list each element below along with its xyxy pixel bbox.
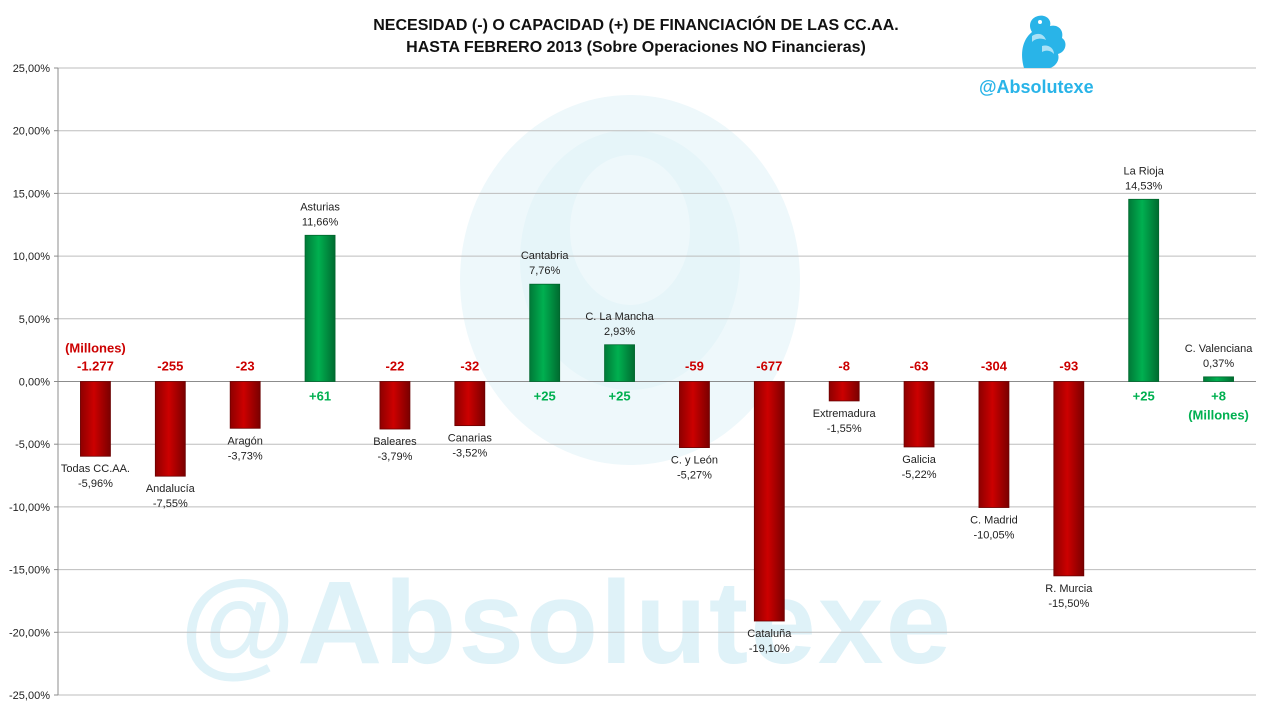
- category-label: Aragón: [227, 435, 262, 447]
- y-tick-label: 5,00%: [19, 314, 50, 326]
- category-label: Extremadura: [813, 408, 877, 420]
- value-label: -3,79%: [378, 451, 413, 463]
- chart-title-line2: HASTA FEBRERO 2013 (Sobre Operaciones NO…: [406, 39, 866, 56]
- bar: [304, 234, 336, 382]
- value-label: -15,50%: [1048, 598, 1089, 610]
- category-label: Galicia: [902, 454, 937, 466]
- millions-label: +8: [1211, 389, 1226, 404]
- y-tick-label: -10,00%: [9, 502, 50, 514]
- y-tick-label: -15,00%: [9, 565, 50, 577]
- y-tick-label: 25,00%: [13, 63, 51, 75]
- value-label: 0,37%: [1203, 358, 1234, 370]
- millions-unit-label: (Millones): [1188, 408, 1249, 423]
- millions-label: -8: [838, 359, 850, 374]
- y-tick-label: 15,00%: [13, 188, 51, 200]
- value-label: -1,55%: [827, 423, 862, 435]
- value-label: -5,96%: [78, 478, 113, 490]
- category-label: Cataluña: [747, 628, 792, 640]
- bar: [604, 344, 635, 382]
- value-label: -10,05%: [973, 530, 1014, 542]
- griffin-logo-icon: [1012, 10, 1070, 79]
- y-tick-label: -5,00%: [15, 439, 50, 451]
- y-tick-label: 0,00%: [19, 377, 50, 389]
- value-label: 2,93%: [604, 326, 635, 338]
- value-label: -5,22%: [902, 469, 937, 481]
- millions-label: -1.277: [77, 359, 114, 374]
- bar: [753, 381, 785, 622]
- bar: [229, 381, 261, 429]
- category-label: Todas CC.AA.: [61, 463, 130, 475]
- value-label: 11,66%: [302, 216, 339, 228]
- bar: [1053, 381, 1085, 577]
- bar: [529, 283, 561, 382]
- value-label: -19,10%: [749, 643, 790, 655]
- value-label: 7,76%: [529, 265, 560, 277]
- millions-label: +25: [534, 389, 556, 404]
- millions-label: -304: [981, 359, 1008, 374]
- millions-label: -255: [157, 359, 183, 374]
- category-label: R. Murcia: [1045, 583, 1093, 595]
- value-label: -7,55%: [153, 498, 188, 510]
- bar: [1128, 198, 1160, 382]
- bar: [679, 381, 710, 448]
- category-label: C. Madrid: [970, 515, 1018, 527]
- y-tick-label: 10,00%: [13, 251, 51, 263]
- millions-label: -22: [386, 359, 405, 374]
- millions-unit-label: (Millones): [65, 341, 126, 356]
- category-label: C. y León: [671, 455, 718, 467]
- value-label: 14,53%: [1125, 180, 1163, 192]
- millions-label: +25: [1133, 389, 1155, 404]
- millions-label: -32: [460, 359, 479, 374]
- value-label: -3,52%: [452, 448, 487, 460]
- category-label: Baleares: [373, 436, 417, 448]
- chart-title-line1: NECESIDAD (-) O CAPACIDAD (+) DE FINANCI…: [373, 17, 899, 34]
- category-label: Andalucía: [146, 483, 196, 495]
- millions-label: -23: [236, 359, 255, 374]
- bar: [80, 381, 111, 457]
- bar: [903, 381, 935, 448]
- category-label: Asturias: [300, 201, 340, 213]
- y-tick-label: 20,00%: [13, 126, 51, 138]
- y-tick-label: -25,00%: [9, 690, 50, 702]
- millions-label: +61: [309, 389, 331, 404]
- value-label: -5,27%: [677, 470, 712, 482]
- bar: [379, 381, 411, 430]
- millions-label: -63: [910, 359, 929, 374]
- category-label: C. Valenciana: [1185, 343, 1254, 355]
- category-label: La Rioja: [1124, 165, 1165, 177]
- value-label: -3,73%: [228, 450, 263, 462]
- bar: [454, 381, 486, 427]
- bar: [1203, 376, 1234, 382]
- category-label: C. La Mancha: [585, 311, 654, 323]
- millions-label: -677: [756, 359, 782, 374]
- bar: [154, 381, 186, 477]
- twitter-handle: @Absolutexe: [979, 77, 1094, 97]
- millions-label: -59: [685, 359, 704, 374]
- millions-label: +25: [609, 389, 631, 404]
- category-label: Canarias: [448, 433, 493, 445]
- millions-label: -93: [1059, 359, 1078, 374]
- y-tick-label: -20,00%: [9, 627, 50, 639]
- watermark-text: @Absolutexe: [180, 557, 954, 689]
- bar: [828, 381, 860, 402]
- category-label: Cantabria: [521, 250, 570, 262]
- bar: [978, 381, 1010, 508]
